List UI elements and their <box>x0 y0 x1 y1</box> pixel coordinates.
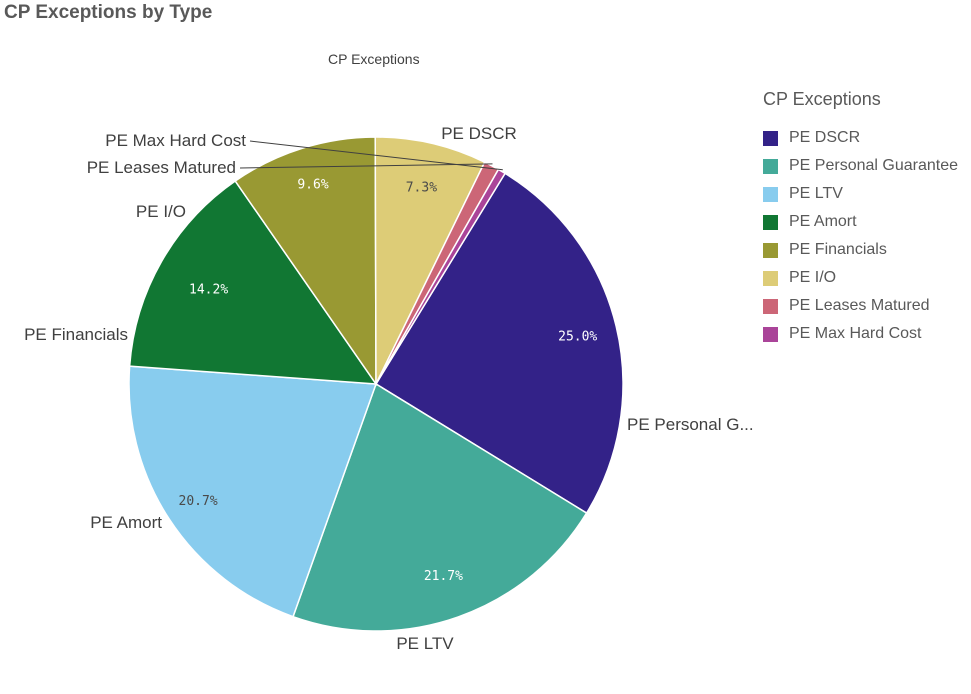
legend-label: PE DSCR <box>789 129 861 146</box>
legend-item-0[interactable]: PE DSCR <box>763 124 958 152</box>
chart-title: CP Exceptions <box>328 51 420 67</box>
legend-label: PE LTV <box>789 185 843 202</box>
slice-category-label-5: PE I/O <box>136 202 186 221</box>
legend-label: PE Personal Guarantee <box>789 157 958 174</box>
legend-swatch <box>763 242 778 258</box>
slice-value-label-3: 14.2% <box>189 283 228 298</box>
slice-category-label-1: PE Personal G... <box>627 415 754 434</box>
slice-category-label-7: PE Max Hard Cost <box>105 131 246 150</box>
page-title: CP Exceptions by Type <box>4 2 213 23</box>
pie-slice-0[interactable] <box>374 172 624 515</box>
slice-category-label-4: PE Financials <box>24 325 128 344</box>
slice-category-label-3: PE Amort <box>90 513 162 532</box>
slice-value-label-0: 25.0% <box>558 330 597 345</box>
legend-title: CP Exceptions <box>763 89 881 109</box>
legend-swatch <box>763 298 778 314</box>
legend-swatch <box>763 214 778 230</box>
legend: CP Exceptions PE DSCR PE Personal Guarant… <box>763 89 958 348</box>
legend-item-4[interactable]: PE Financials <box>763 236 958 264</box>
legend-item-1[interactable]: PE Personal Guarantee <box>763 152 958 180</box>
legend-swatch <box>763 270 778 286</box>
legend-label: PE I/O <box>789 269 837 286</box>
slice-value-label-5: 7.3% <box>406 181 437 196</box>
slice-value-label-2: 20.7% <box>179 494 218 509</box>
legend-item-6[interactable]: PE Leases Matured <box>763 292 958 320</box>
legend-label: PE Amort <box>789 213 857 230</box>
legend-label: PE Max Hard Cost <box>789 325 922 342</box>
legend-item-3[interactable]: PE Amort <box>763 208 958 236</box>
legend-item-2[interactable]: PE LTV <box>763 180 958 208</box>
slice-category-label-6: PE Leases Matured <box>87 158 236 177</box>
leader-line-7 <box>249 140 503 171</box>
legend-swatch <box>763 130 778 146</box>
legend-label: PE Financials <box>789 241 887 258</box>
slice-value-label-4: 9.6% <box>297 178 328 193</box>
slice-category-label-2: PE LTV <box>396 634 454 653</box>
pie-slice-5[interactable] <box>374 136 486 385</box>
legend-item-5[interactable]: PE I/O <box>763 264 958 292</box>
pie-slice-4[interactable] <box>234 136 377 387</box>
leader-line-6 <box>239 163 493 169</box>
legend-swatch <box>763 186 778 202</box>
legend-swatch <box>763 326 778 342</box>
pie-slice-3[interactable] <box>128 179 378 385</box>
legend-item-7[interactable]: PE Max Hard Cost <box>763 320 958 348</box>
slice-category-label-0: PE DSCR <box>441 124 517 143</box>
legend-swatch <box>763 158 778 174</box>
legend-label: PE Leases Matured <box>789 297 930 314</box>
pie-slice-2[interactable] <box>128 365 378 618</box>
pie-slice-1[interactable] <box>292 382 588 632</box>
slice-value-label-1: 21.7% <box>424 569 463 584</box>
